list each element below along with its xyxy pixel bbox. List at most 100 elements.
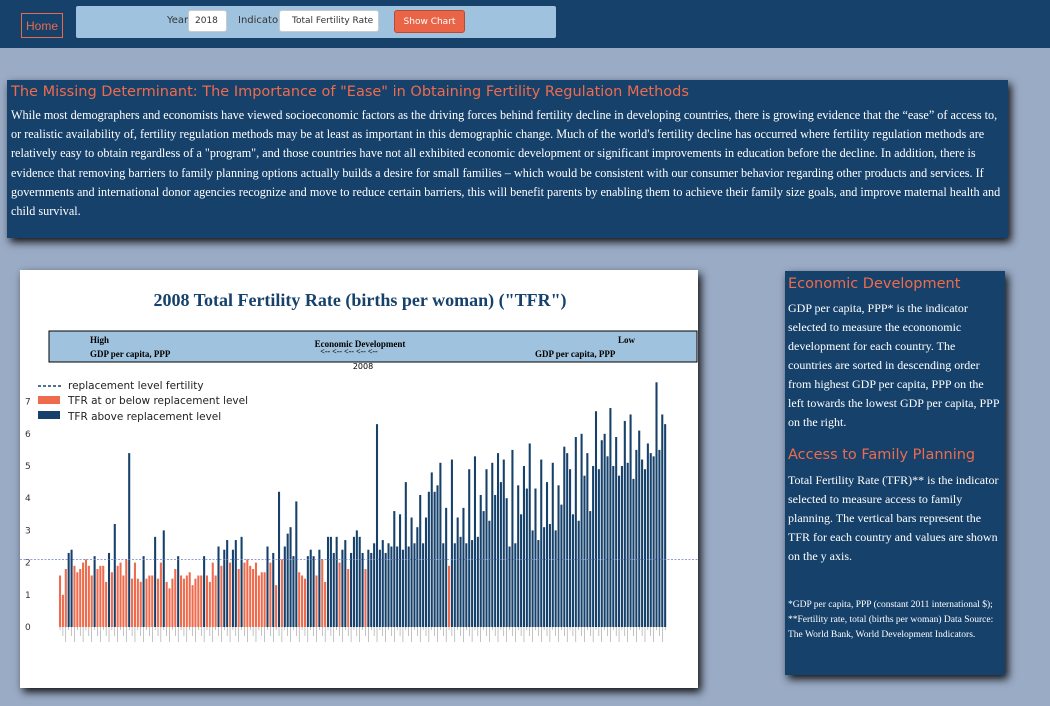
bar	[197, 575, 200, 627]
y-tick-label: 5	[25, 462, 31, 472]
bar	[352, 536, 355, 627]
bar	[612, 466, 615, 627]
bar	[439, 462, 442, 627]
bar	[289, 527, 292, 627]
bar	[646, 443, 649, 627]
bar	[301, 575, 304, 627]
bar	[450, 459, 453, 627]
bar	[59, 575, 62, 627]
y-axis: 0 1 2 3 4 5 6 7	[25, 398, 31, 633]
year-input[interactable]: 2018	[188, 10, 227, 32]
bar	[96, 569, 99, 627]
family-planning-title: Access to Family Planning	[788, 447, 976, 463]
bar	[638, 430, 641, 627]
bar	[485, 469, 488, 627]
bar	[600, 440, 603, 627]
bar	[462, 507, 465, 627]
bar	[61, 594, 64, 627]
band-left-top: High	[90, 335, 109, 345]
bar	[407, 546, 410, 627]
chart-controls: Year 2018 Indicator Total Fertility Rate…	[76, 6, 556, 38]
bar	[502, 459, 505, 627]
bar	[367, 549, 370, 627]
bar	[240, 536, 243, 627]
bar	[145, 578, 148, 627]
bar	[410, 517, 413, 627]
bar	[560, 504, 563, 627]
bar	[641, 459, 644, 627]
bar	[283, 546, 286, 627]
bar	[589, 511, 592, 627]
bar	[543, 527, 546, 627]
bar	[609, 408, 612, 627]
bar	[286, 533, 289, 627]
bar	[90, 575, 93, 627]
bar	[577, 520, 580, 627]
bar	[73, 565, 76, 627]
bar	[548, 523, 551, 627]
bar	[128, 453, 131, 627]
bar	[422, 543, 425, 627]
bar	[142, 556, 145, 627]
bar	[620, 466, 623, 627]
bar	[364, 569, 367, 627]
bar	[528, 443, 531, 627]
bar	[122, 575, 125, 627]
bar	[125, 559, 128, 627]
bar	[375, 424, 379, 627]
band-right-top: Low	[618, 335, 636, 345]
legend-label-above: TFR above replacement level	[67, 411, 221, 423]
bar	[177, 556, 180, 627]
intro-title: The Missing Determinant: The Importance …	[11, 84, 689, 100]
bar	[252, 569, 255, 627]
bar	[324, 581, 327, 627]
bar	[626, 462, 629, 627]
bar	[537, 540, 540, 627]
bar	[649, 453, 652, 627]
chart-year-label: 2008	[353, 362, 373, 371]
bar	[292, 556, 295, 627]
bar	[237, 569, 240, 627]
bar	[592, 466, 595, 627]
show-chart-button[interactable]: Show Chart	[394, 10, 465, 33]
y-tick-label: 0	[25, 623, 31, 633]
bar	[113, 523, 116, 627]
bar	[119, 562, 122, 627]
bar	[586, 453, 589, 627]
indicator-select[interactable]: Total Fertility Rate	[279, 10, 379, 32]
bar	[341, 549, 344, 627]
economic-development-band	[48, 330, 698, 363]
bar	[655, 382, 658, 627]
bar	[214, 575, 217, 627]
bar	[260, 572, 263, 627]
bar	[84, 559, 87, 627]
bar	[615, 437, 618, 627]
bar	[427, 491, 430, 627]
bar	[257, 575, 260, 627]
bar	[185, 575, 188, 627]
bar	[569, 469, 572, 627]
bar	[390, 546, 393, 627]
bar	[208, 581, 211, 627]
bar	[205, 575, 209, 627]
home-button[interactable]: Home	[21, 13, 63, 38]
y-tick-label: 3	[25, 526, 31, 536]
bar	[574, 437, 577, 627]
bar	[315, 575, 318, 627]
bar	[488, 520, 491, 627]
explanation-panel: Economic Development GDP per capita, PPP…	[785, 271, 1005, 675]
bar	[494, 494, 497, 627]
band-center-arrows: <-- <-- <-- <-- <--	[320, 347, 378, 356]
y-tick-label: 4	[25, 494, 31, 504]
tfr-bar-chart: 2008 Total Fertility Rate (births per wo…	[20, 290, 698, 642]
bar	[70, 549, 73, 627]
bar	[459, 536, 462, 627]
bar	[82, 562, 85, 627]
bar	[188, 572, 191, 627]
band-left-bottom: GDP per capita, PPP	[90, 349, 171, 359]
bar	[661, 414, 664, 627]
bar	[229, 562, 232, 627]
bar	[203, 556, 206, 627]
chart-title: 2008 Total Fertility Rate (births per wo…	[153, 290, 566, 311]
bar	[200, 575, 203, 627]
